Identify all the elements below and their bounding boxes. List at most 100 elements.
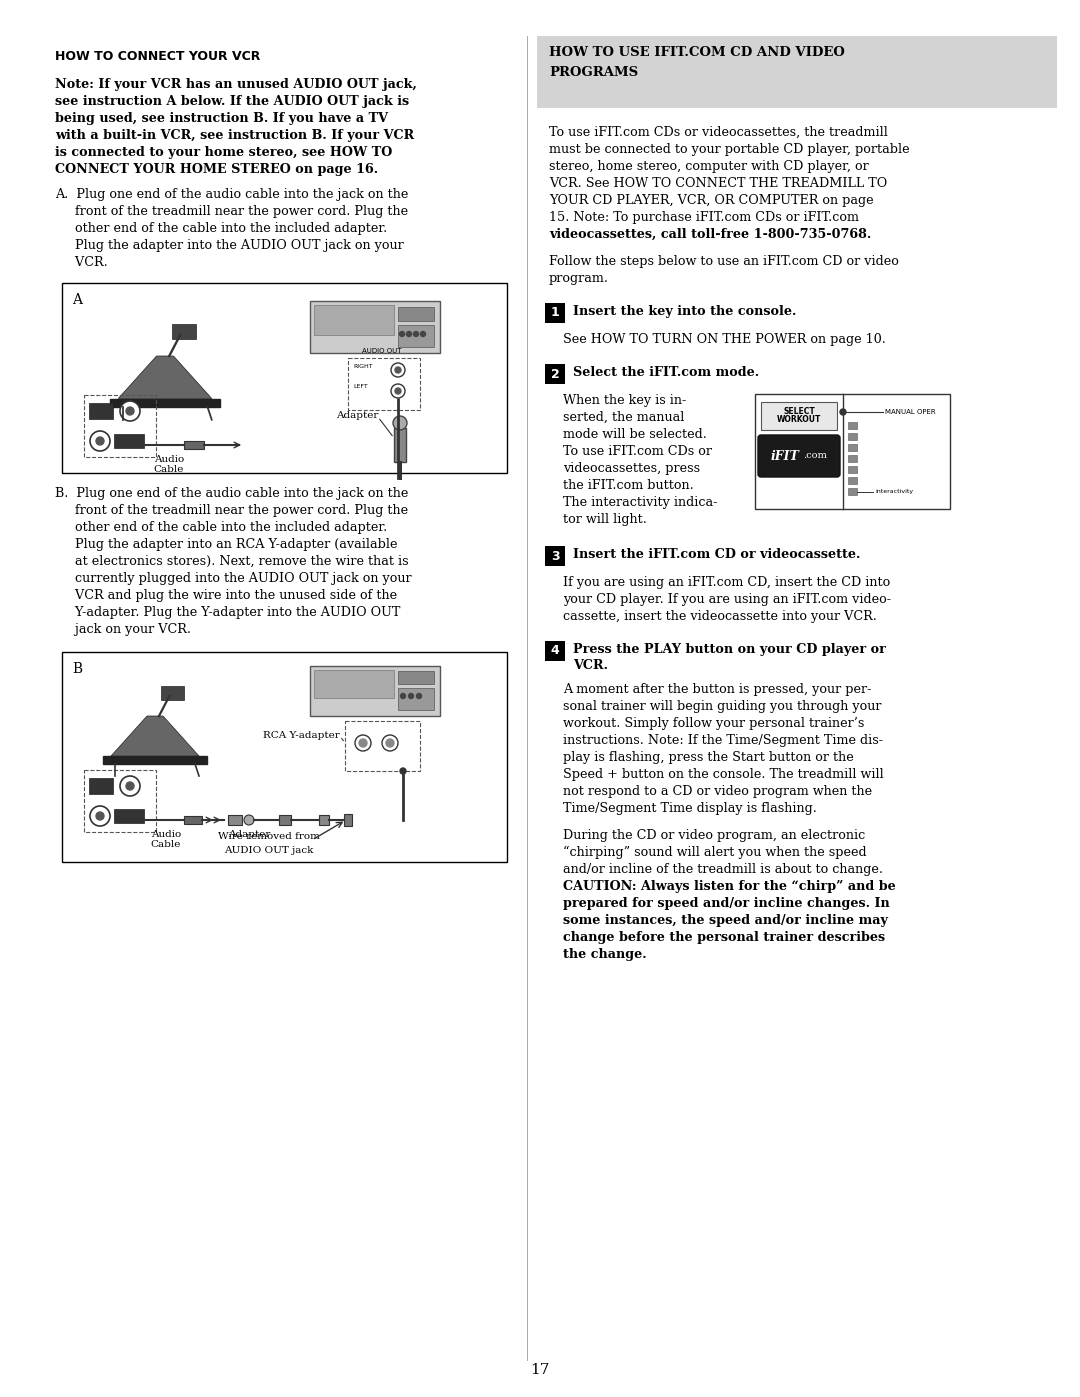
Bar xyxy=(110,398,220,407)
Bar xyxy=(310,666,440,717)
Text: LEFT: LEFT xyxy=(353,384,368,388)
Bar xyxy=(89,402,113,419)
Bar xyxy=(848,455,858,462)
Text: RCA Y-adapter: RCA Y-adapter xyxy=(264,732,340,740)
Circle shape xyxy=(401,693,405,698)
Text: must be connected to your portable CD player, portable: must be connected to your portable CD pl… xyxy=(549,142,909,156)
Bar xyxy=(394,427,406,462)
Text: CONNECT YOUR HOME STEREO on page 16.: CONNECT YOUR HOME STEREO on page 16. xyxy=(55,163,378,176)
Text: and/or incline of the treadmill is about to change.: and/or incline of the treadmill is about… xyxy=(563,863,883,876)
Bar xyxy=(345,721,420,771)
Text: B.  Plug one end of the audio cable into the jack on the: B. Plug one end of the audio cable into … xyxy=(55,488,408,500)
Text: Audio
Cable: Audio Cable xyxy=(153,455,185,475)
Circle shape xyxy=(359,739,367,747)
Text: see instruction A below. If the AUDIO OUT jack is: see instruction A below. If the AUDIO OU… xyxy=(55,95,409,108)
Bar xyxy=(114,434,144,448)
Circle shape xyxy=(400,768,406,774)
Bar xyxy=(228,814,242,826)
Text: “chirping” sound will alert you when the speed: “chirping” sound will alert you when the… xyxy=(563,847,866,859)
Polygon shape xyxy=(118,356,212,398)
Text: with a built-in VCR, see instruction B. If your VCR: with a built-in VCR, see instruction B. … xyxy=(55,129,415,142)
Bar xyxy=(172,324,195,339)
Text: sonal trainer will begin guiding you through your: sonal trainer will begin guiding you thr… xyxy=(563,700,881,712)
Text: prepared for speed and/or incline changes. In: prepared for speed and/or incline change… xyxy=(563,897,890,909)
Text: If you are using an iFIT.com CD, insert the CD into: If you are using an iFIT.com CD, insert … xyxy=(563,576,890,590)
Text: Y-adapter. Plug the Y-adapter into the AUDIO OUT: Y-adapter. Plug the Y-adapter into the A… xyxy=(55,606,401,619)
Text: HOW TO USE IFIT.COM CD AND VIDEO: HOW TO USE IFIT.COM CD AND VIDEO xyxy=(549,46,845,59)
Circle shape xyxy=(414,331,419,337)
Text: cassette, insert the videocassette into your VCR.: cassette, insert the videocassette into … xyxy=(563,610,877,623)
Bar xyxy=(545,365,565,384)
Text: A: A xyxy=(72,293,82,307)
Text: Plug the adapter into an RCA Y-adapter (available: Plug the adapter into an RCA Y-adapter (… xyxy=(55,538,397,550)
Text: Wire removed from: Wire removed from xyxy=(218,833,320,841)
Text: Note: If your VCR has an unused AUDIO OUT jack,: Note: If your VCR has an unused AUDIO OU… xyxy=(55,78,417,91)
FancyBboxPatch shape xyxy=(758,434,840,476)
Bar xyxy=(399,307,434,321)
Text: Select the iFIT.com mode.: Select the iFIT.com mode. xyxy=(573,366,759,379)
Text: VCR and plug the wire into the unused side of the: VCR and plug the wire into the unused si… xyxy=(55,590,397,602)
Text: videocassettes, press: videocassettes, press xyxy=(563,462,700,475)
Text: PROGRAMS: PROGRAMS xyxy=(549,66,638,80)
Text: tor will light.: tor will light. xyxy=(563,513,647,527)
Circle shape xyxy=(395,367,401,373)
Bar xyxy=(62,284,507,474)
Bar xyxy=(314,671,394,698)
Text: Adapter: Adapter xyxy=(228,830,270,840)
Circle shape xyxy=(120,401,140,420)
Bar xyxy=(319,814,329,826)
Text: other end of the cable into the included adapter.: other end of the cable into the included… xyxy=(55,222,388,235)
Text: During the CD or video program, an electronic: During the CD or video program, an elect… xyxy=(563,828,865,842)
Text: VCR.: VCR. xyxy=(573,659,608,672)
Text: instructions. Note: If the Time/Segment Time dis-: instructions. Note: If the Time/Segment … xyxy=(563,733,883,747)
Text: being used, see instruction B. If you have a TV: being used, see instruction B. If you ha… xyxy=(55,112,388,124)
Text: AUDIO OUT: AUDIO OUT xyxy=(362,348,402,353)
Text: Plug the adapter into the AUDIO OUT jack on your: Plug the adapter into the AUDIO OUT jack… xyxy=(55,239,404,251)
Text: serted, the manual: serted, the manual xyxy=(563,411,685,425)
Bar xyxy=(103,756,207,764)
Text: videocassettes, call toll-free 1-800-735-0768.: videocassettes, call toll-free 1-800-735… xyxy=(549,228,872,242)
Bar xyxy=(399,687,434,710)
Bar xyxy=(310,300,440,353)
Text: front of the treadmill near the power cord. Plug the: front of the treadmill near the power co… xyxy=(55,504,408,517)
Bar xyxy=(161,686,184,700)
Text: mode will be selected.: mode will be selected. xyxy=(563,427,707,441)
Bar xyxy=(537,36,1057,108)
Text: RIGHT: RIGHT xyxy=(353,365,373,369)
Text: change before the personal trainer describes: change before the personal trainer descr… xyxy=(563,930,886,944)
Text: is connected to your home stereo, see HOW TO: is connected to your home stereo, see HO… xyxy=(55,147,392,159)
Bar xyxy=(545,546,565,566)
Text: interactivity: interactivity xyxy=(875,489,913,495)
Circle shape xyxy=(126,407,134,415)
Text: A moment after the button is pressed, your per-: A moment after the button is pressed, yo… xyxy=(563,683,872,696)
Bar xyxy=(84,770,156,833)
Text: the change.: the change. xyxy=(563,949,647,961)
Text: workout. Simply follow your personal trainer’s: workout. Simply follow your personal tra… xyxy=(563,717,864,731)
Bar xyxy=(345,814,352,826)
Text: AUDIO OUT jack: AUDIO OUT jack xyxy=(225,847,313,855)
Bar xyxy=(848,433,858,440)
Text: See HOW TO TURN ON THE POWER on page 10.: See HOW TO TURN ON THE POWER on page 10. xyxy=(563,332,886,346)
Text: 15. Note: To purchase iFIT.com CDs or iFIT.com: 15. Note: To purchase iFIT.com CDs or iF… xyxy=(549,211,859,224)
Circle shape xyxy=(96,437,104,446)
Bar xyxy=(761,402,837,430)
Text: CAUTION: Always listen for the “chirp” and be: CAUTION: Always listen for the “chirp” a… xyxy=(563,880,895,893)
Bar xyxy=(279,814,291,826)
Text: Insert the iFIT.com CD or videocassette.: Insert the iFIT.com CD or videocassette. xyxy=(573,548,861,562)
Bar xyxy=(89,778,113,793)
Text: iFIT: iFIT xyxy=(770,450,799,462)
Bar xyxy=(848,488,858,495)
Bar xyxy=(848,467,858,474)
Bar xyxy=(545,641,565,661)
Text: some instances, the speed and/or incline may: some instances, the speed and/or incline… xyxy=(563,914,888,928)
Text: at electronics stores). Next, remove the wire that is: at electronics stores). Next, remove the… xyxy=(55,555,408,569)
Text: B: B xyxy=(72,662,82,676)
Text: 3: 3 xyxy=(551,549,559,563)
Text: .com: .com xyxy=(804,451,827,461)
Text: Adapter: Adapter xyxy=(336,411,378,419)
Text: Time/Segment Time display is flashing.: Time/Segment Time display is flashing. xyxy=(563,802,816,814)
Bar xyxy=(84,395,156,457)
Bar xyxy=(184,816,202,824)
Text: jack on your VCR.: jack on your VCR. xyxy=(55,623,191,636)
Circle shape xyxy=(400,331,405,337)
